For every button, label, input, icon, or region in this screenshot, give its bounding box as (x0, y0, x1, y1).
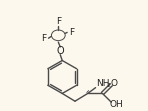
Text: F: F (41, 34, 46, 43)
Text: NH: NH (96, 79, 110, 88)
Text: F: F (69, 28, 75, 37)
Ellipse shape (52, 30, 65, 41)
Text: O: O (111, 79, 118, 88)
Text: O: O (56, 46, 64, 56)
Text: OH: OH (109, 100, 123, 109)
Text: 2: 2 (106, 83, 110, 88)
Text: F: F (56, 17, 61, 26)
